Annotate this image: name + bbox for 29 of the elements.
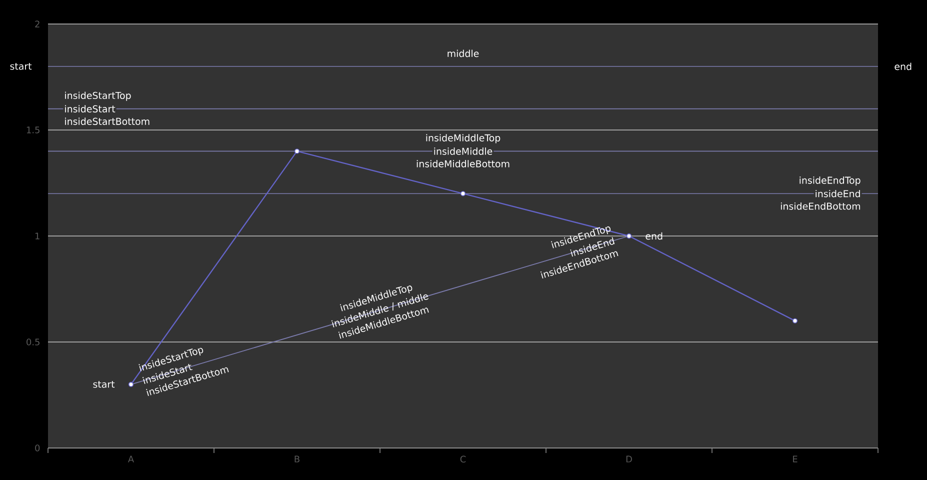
ref-line-label: insideEnd xyxy=(816,190,860,198)
y-tick-label: 1.5 xyxy=(26,126,40,134)
point xyxy=(460,191,466,196)
annotation: insideStartBottom xyxy=(65,118,150,125)
ref-line-label: insideStart xyxy=(65,105,116,112)
annotation: start xyxy=(93,381,115,388)
x-tick-label: C xyxy=(460,456,466,463)
x-tick-label: B xyxy=(294,456,300,462)
ref-line-label: middle xyxy=(448,50,479,58)
point xyxy=(792,318,798,324)
annotation: insideMiddleBottom xyxy=(416,160,510,168)
annotation: insideStartTop xyxy=(65,92,131,101)
point xyxy=(294,148,300,154)
text: start xyxy=(10,62,32,70)
x-tick-label: D xyxy=(626,456,632,462)
x-tick-label: A xyxy=(128,456,134,462)
y-tick-label: 0 xyxy=(35,444,40,452)
point xyxy=(626,233,632,239)
y-tick-label: 0.5 xyxy=(26,338,40,346)
annotation: insideEndTop xyxy=(800,176,860,186)
annotation: insideMiddleTop xyxy=(426,134,500,144)
annotation: insideEndBottom xyxy=(780,202,860,210)
y-tick-label: 2 xyxy=(35,20,40,28)
text: end xyxy=(894,62,912,70)
y-tick-label: 1 xyxy=(36,232,40,240)
x-tick-label: E xyxy=(793,456,798,462)
point xyxy=(128,382,134,387)
ref-line-label: insideMiddle xyxy=(434,148,492,155)
annotation: end xyxy=(646,232,662,240)
